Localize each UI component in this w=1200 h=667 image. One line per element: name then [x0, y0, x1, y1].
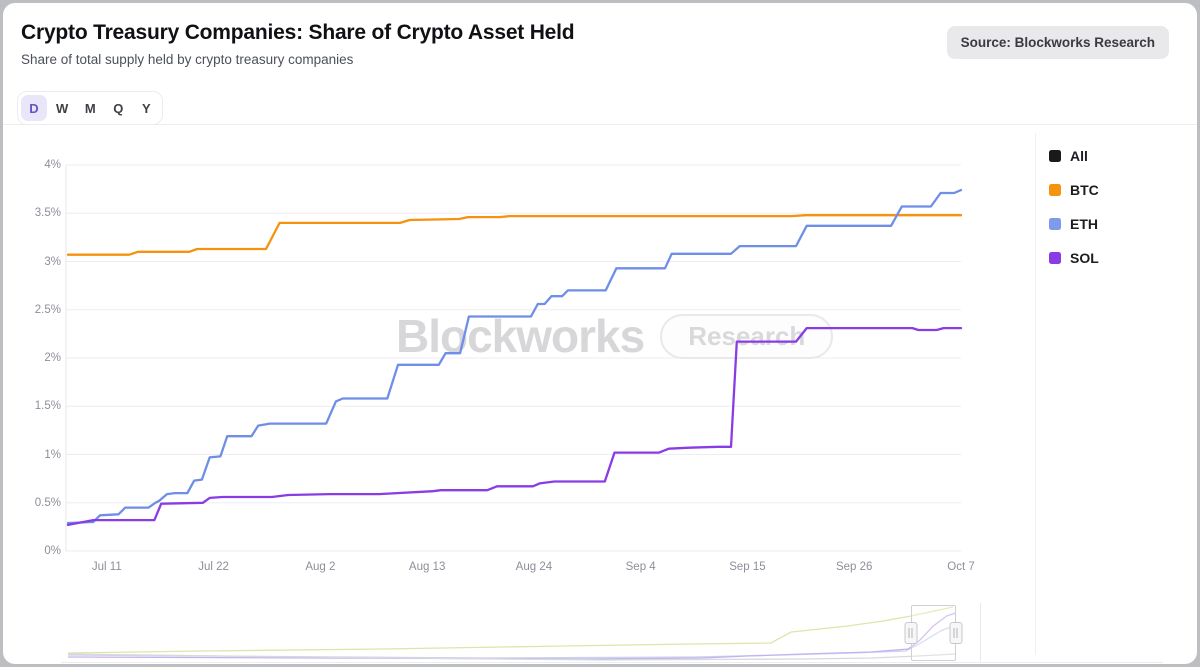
page-title: Crypto Treasury Companies: Share of Cryp…: [21, 21, 575, 44]
x-tick-label: Jul 11: [91, 561, 122, 573]
y-tick-label: 1.5%: [34, 400, 61, 413]
legend-item-eth[interactable]: ETH: [1049, 213, 1099, 234]
legend-label: SOL: [1070, 249, 1099, 266]
navigator-axis-line: [61, 662, 1163, 663]
navigator-handle-right[interactable]: [949, 622, 963, 644]
chart-card: Crypto Treasury Companies: Share of Cryp…: [3, 3, 1197, 664]
legend: All BTC ETH SOL: [1049, 145, 1099, 281]
legend-label: All: [1070, 147, 1088, 164]
legend-swatch-sol: [1049, 251, 1061, 264]
x-tick-label: Sep 4: [625, 561, 656, 573]
tab-q[interactable]: Q: [105, 95, 131, 121]
navigator-all-faded-line: [67, 653, 956, 661]
x-tick-label: Aug 24: [515, 561, 553, 573]
legend-label: ETH: [1070, 215, 1098, 232]
x-tick-label: Sep 15: [729, 561, 766, 573]
legend-swatch-all: [1049, 149, 1061, 162]
watermark: Blockworks Research: [396, 309, 834, 363]
legend-item-sol[interactable]: SOL: [1049, 247, 1099, 268]
x-tick-label: Jul 22: [198, 561, 229, 573]
eth-line[interactable]: [66, 188, 963, 525]
y-tick-label: 3%: [44, 255, 61, 268]
x-tick-label: Sep 26: [835, 561, 873, 573]
x-tick-label: Oct 7: [947, 561, 975, 573]
legend-item-all[interactable]: All: [1049, 145, 1099, 166]
tab-d[interactable]: D: [21, 95, 47, 121]
y-tick-label: 0%: [44, 545, 61, 557]
source-badge: Source: Blockworks Research: [946, 26, 1169, 59]
page-subtitle: Share of total supply held by crypto tre…: [21, 52, 354, 67]
y-tick-label: 2%: [44, 352, 61, 364]
legend-swatch-eth: [1049, 217, 1061, 230]
y-tick-label: 2.5%: [34, 303, 61, 316]
watermark-research-pill: Research: [660, 313, 834, 359]
watermark-brand-text: Blockworks: [396, 310, 645, 362]
tabbar-divider: [3, 124, 1197, 125]
y-tick-label: 0.5%: [34, 496, 61, 509]
legend-item-btc[interactable]: BTC: [1049, 179, 1099, 200]
sol-line[interactable]: [66, 326, 963, 527]
tab-w[interactable]: W: [49, 95, 75, 121]
legend-separator: [1035, 133, 1036, 655]
tab-y[interactable]: Y: [133, 95, 159, 121]
y-tick-label: 1%: [44, 448, 61, 461]
navigator-sol-faded-line: [67, 612, 956, 660]
legend-label: BTC: [1070, 181, 1099, 198]
chart-grid: [65, 164, 961, 552]
y-tick-label: 3.5%: [34, 207, 61, 220]
navigator-handle-left[interactable]: [904, 622, 918, 644]
navigator-window[interactable]: [910, 605, 956, 661]
x-tick-label: Aug 2: [305, 561, 336, 573]
x-tick-label: Aug 13: [408, 561, 446, 573]
navigator-btc-faded-line: [67, 606, 954, 654]
tab-m[interactable]: M: [77, 95, 103, 121]
y-tick-label: 4%: [44, 159, 61, 171]
legend-swatch-btc: [1049, 183, 1061, 196]
main-chart-canvas: [66, 188, 963, 661]
navigator-right-border: [980, 603, 981, 663]
btc-line[interactable]: [66, 214, 963, 256]
